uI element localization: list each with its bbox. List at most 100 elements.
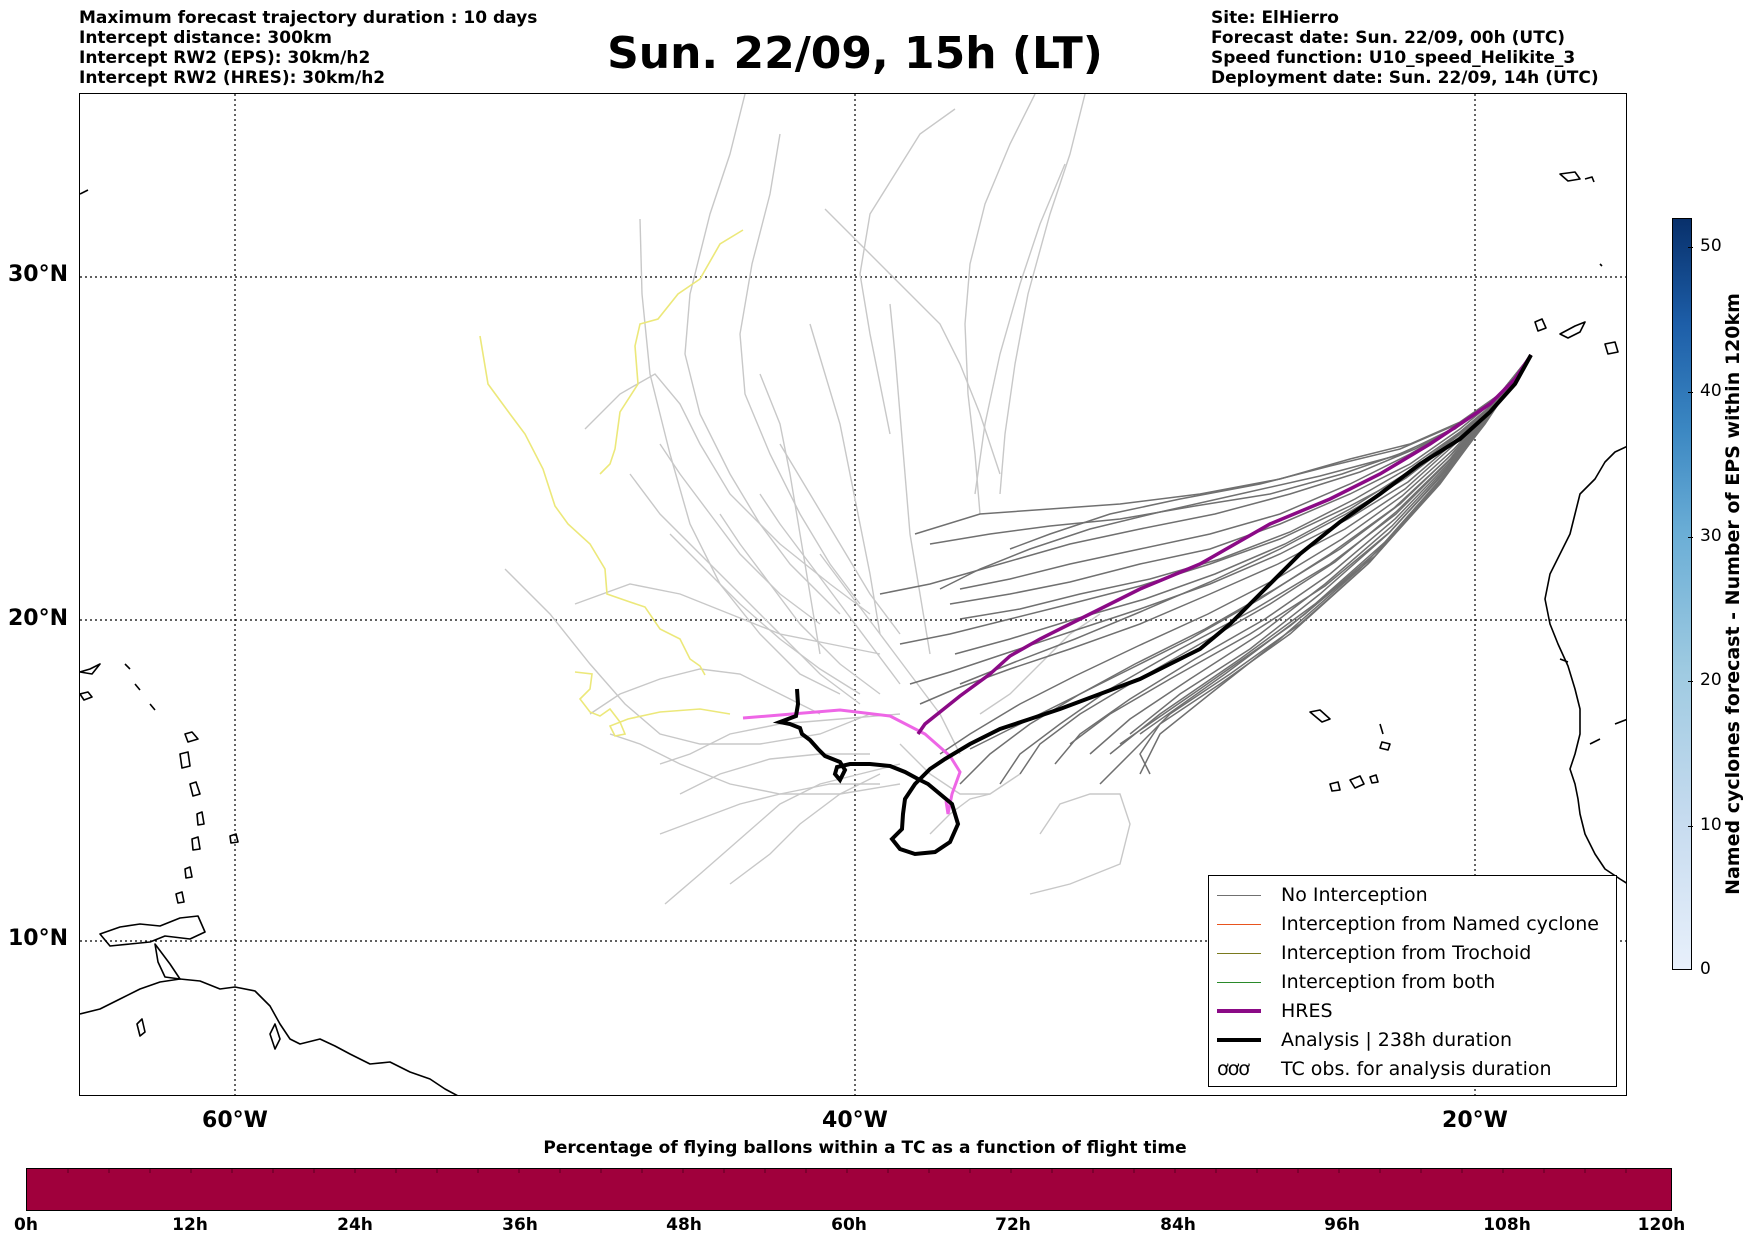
faded-tracks: [504, 94, 1131, 905]
coast-africa: [1544, 446, 1626, 884]
coast-antilles-8: [184, 866, 193, 879]
coast-madeira: [1599, 263, 1603, 267]
intercept-distance-text: Intercept distance: 300km: [79, 28, 332, 48]
lon-label-40w: 40°W: [822, 1108, 888, 1133]
coast-island-b: [269, 1023, 281, 1050]
intercept-eps-text: Intercept RW2 (EPS): 30km/h2: [79, 48, 371, 68]
hcbar-tick-84h: 84h: [1160, 1215, 1196, 1235]
coast-antilles-9: [175, 891, 185, 904]
coast-canary-2: [1559, 321, 1586, 339]
coast-islet-3: [149, 703, 156, 711]
vcbar-tick-30: 30: [1700, 526, 1722, 546]
legend-label-named-cyclone: Interception from Named cyclone: [1281, 913, 1599, 935]
legend-swatch-hres: [1217, 1009, 1261, 1013]
vcbar-tick-50: 50: [1700, 236, 1722, 256]
coast-islet-4: [80, 189, 89, 195]
hcbar-tick-36h: 36h: [502, 1215, 538, 1235]
coast-canary-3: [1604, 341, 1619, 355]
legend-label-tc-obs: TC obs. for analysis duration: [1281, 1058, 1552, 1080]
hcbar-tick-48h: 48h: [666, 1215, 702, 1235]
horizontal-colorbar: [26, 1168, 1672, 1211]
horizontal-colorbar-ticks: [67, 1169, 1627, 1173]
legend-swatch-both: [1217, 981, 1261, 983]
coast-islet-1: [124, 663, 131, 670]
hcbar-tick-96h: 96h: [1324, 1215, 1360, 1235]
coast-venezuela-bay: [154, 943, 181, 980]
lon-label-60w: 60°W: [202, 1108, 268, 1133]
intercept-hres-text: Intercept RW2 (HRES): 30km/h2: [79, 68, 386, 88]
vcbar-tick-0: 0: [1700, 959, 1711, 979]
header-left-info: Maximum forecast trajectory duration : 1…: [79, 8, 537, 88]
coast-canary-1: [1534, 318, 1547, 332]
site-text: Site: ElHierro: [1211, 8, 1339, 28]
coast-azores-1: [1559, 171, 1581, 182]
coast-cape-verde-4: [1329, 781, 1341, 792]
no-interception-tracks: [879, 354, 1532, 785]
legend-swatch-named-cyclone: [1217, 923, 1261, 925]
legend-item-tc-obs: ơơơ TC obs. for analysis duration: [1217, 1056, 1552, 1082]
legend-swatch-analysis: [1217, 1038, 1261, 1042]
legend-item-both: Interception from both: [1217, 969, 1495, 995]
coast-islet-2: [134, 683, 141, 691]
map-canvas: [80, 94, 1626, 1095]
coast-cape-verde-5: [1349, 775, 1365, 789]
speed-function-text: Speed function: U10_speed_Helikite_3: [1211, 48, 1576, 68]
coast-trinidad: [99, 915, 206, 947]
coast-cape-verde-2: [1379, 723, 1384, 735]
yellow-tracks: [479, 229, 744, 737]
legend-label-analysis: Analysis | 238h duration: [1281, 1029, 1513, 1051]
legend-item-analysis: Analysis | 238h duration: [1217, 1027, 1512, 1053]
hcbar-tick-0h: 0h: [14, 1215, 38, 1235]
legend-label-both: Interception from both: [1281, 971, 1496, 993]
vertical-colorbar: [1672, 218, 1692, 970]
coast-antilles-5: [189, 781, 201, 797]
map-legend: No Interception Interception from Named …: [1208, 875, 1617, 1087]
coast-cape-verde-1: [1309, 709, 1331, 723]
coast-azores-2: [1584, 176, 1595, 183]
lat-label-20n: 20°N: [8, 606, 69, 631]
lat-label-30n: 30°N: [8, 262, 69, 287]
coast-antilles-6: [196, 811, 205, 826]
max-duration-text: Maximum forecast trajectory duration : 1…: [79, 8, 538, 28]
legend-item-trochoid: Interception from Trochoid: [1217, 940, 1531, 966]
coast-antilles-4: [179, 751, 191, 769]
coast-antilles-1: [80, 663, 101, 675]
coast-africa-islands: [1559, 658, 1626, 745]
coast-south-america: [80, 978, 458, 1095]
hcbar-tick-72h: 72h: [995, 1215, 1031, 1235]
lon-label-20w: 20°W: [1442, 1108, 1508, 1133]
tc-symbol-icon: ơơơ: [1217, 1058, 1250, 1080]
lat-label-10n: 10°N: [8, 926, 69, 951]
hres-track: [916, 354, 1533, 736]
legend-label-no-interception: No Interception: [1281, 884, 1428, 906]
hcbar-tick-24h: 24h: [337, 1215, 373, 1235]
deployment-date-text: Deployment date: Sun. 22/09, 14h (UTC): [1211, 68, 1599, 88]
legend-label-hres: HRES: [1281, 1000, 1333, 1022]
forecast-date-text: Forecast date: Sun. 22/09, 00h (UTC): [1211, 28, 1566, 48]
legend-item-named-cyclone: Interception from Named cyclone: [1217, 911, 1599, 937]
vcbar-tick-20: 20: [1700, 670, 1722, 690]
legend-label-trochoid: Interception from Trochoid: [1281, 942, 1532, 964]
hcbar-tick-60h: 60h: [831, 1215, 867, 1235]
vcbar-tick-10: 10: [1700, 815, 1722, 835]
coastlines: [80, 171, 1626, 1095]
coast-antilles-2: [80, 691, 93, 701]
analysis-track: [772, 354, 1533, 857]
hcbar-tick-120h: 120h: [1637, 1215, 1686, 1235]
vcbar-tick-40: 40: [1700, 381, 1722, 401]
vertical-colorbar-label: Named cyclones forecast - Number of EPS …: [1722, 293, 1744, 895]
page-title: Sun. 22/09, 15h (LT): [607, 28, 1103, 79]
coast-antilles-3: [184, 731, 199, 743]
legend-item-hres: HRES: [1217, 998, 1333, 1024]
legend-swatch-no-interception: [1217, 894, 1261, 896]
hcbar-tick-108h: 108h: [1483, 1215, 1531, 1235]
header-right-info: Site: ElHierro Forecast date: Sun. 22/09…: [1211, 8, 1599, 88]
hcbar-tick-12h: 12h: [172, 1215, 208, 1235]
coast-island-a: [136, 1018, 146, 1037]
horizontal-colorbar-title: Percentage of flying ballons within a TC…: [543, 1138, 1187, 1158]
coast-antilles-10: [229, 833, 239, 844]
legend-item-no-interception: No Interception: [1217, 882, 1428, 908]
legend-swatch-trochoid: [1217, 952, 1261, 954]
coast-antilles-7: [191, 836, 201, 851]
coast-cape-verde-6: [1369, 774, 1379, 784]
